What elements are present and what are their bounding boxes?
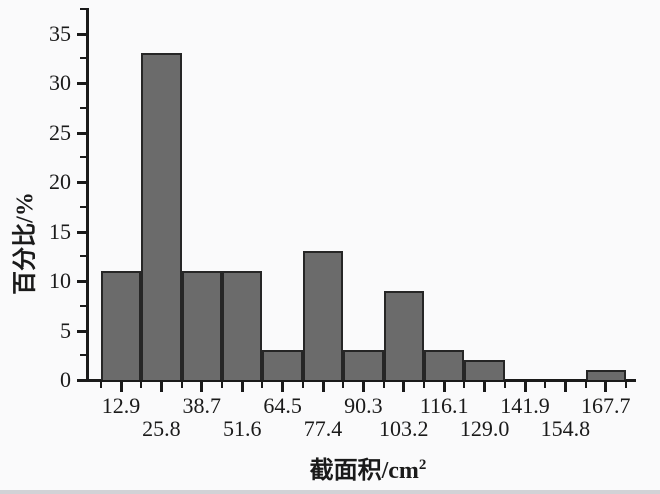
x-minor-tick xyxy=(301,382,304,388)
y-tick xyxy=(77,329,86,333)
bar xyxy=(100,271,142,380)
x-tick xyxy=(281,382,285,392)
y-tick xyxy=(77,280,86,283)
x-tick-label: 51.6 xyxy=(222,416,262,441)
y-tick-label: 25 xyxy=(49,119,71,145)
y-tick-label: 30 xyxy=(49,70,71,95)
x-minor-tick xyxy=(544,382,547,388)
y-tick-label: 0 xyxy=(60,367,71,392)
y-minor-tick xyxy=(80,57,86,60)
y-minor-tick xyxy=(80,156,86,159)
x-tick-label: 141.9 xyxy=(500,393,550,418)
bar xyxy=(222,271,263,380)
x-minor-tick xyxy=(463,382,466,388)
bar xyxy=(141,53,182,380)
x-minor-tick xyxy=(342,382,345,388)
x-minor-tick xyxy=(99,382,102,388)
y-minor-tick xyxy=(80,304,86,307)
y-minor-tick xyxy=(80,205,86,208)
x-tick xyxy=(361,382,365,392)
x-tick-label: 25.8 xyxy=(142,416,181,441)
x-tick xyxy=(159,382,163,392)
y-tick-label: 15 xyxy=(49,218,71,244)
x-tick xyxy=(442,382,446,392)
x-tick xyxy=(563,382,567,392)
y-tick xyxy=(77,181,86,184)
bar xyxy=(585,370,626,380)
x-axis-title: 截面积/cm2 xyxy=(218,450,518,485)
x-tick-label: 64.5 xyxy=(263,393,302,418)
bar xyxy=(464,360,505,380)
scan-edge-artifact xyxy=(0,490,660,494)
y-tick-label: 35 xyxy=(49,20,71,46)
x-tick-label: 167.7 xyxy=(581,393,631,418)
y-tick xyxy=(77,131,86,135)
y-tick-label: 20 xyxy=(49,169,71,194)
x-tick-label: 12.9 xyxy=(101,393,141,418)
x-tick-label: 154.8 xyxy=(540,416,591,441)
bar xyxy=(181,271,222,380)
bar xyxy=(262,350,303,380)
x-tick-label: 116.1 xyxy=(419,393,469,418)
bar xyxy=(424,350,465,380)
x-tick xyxy=(604,382,608,392)
x-axis-title-text: 截面积/cm xyxy=(309,458,419,484)
x-minor-tick xyxy=(382,382,385,388)
x-tick xyxy=(321,382,325,392)
x-axis-title-superscript: 2 xyxy=(418,457,427,473)
x-tick-label: 90.3 xyxy=(344,393,383,418)
y-axis xyxy=(86,8,89,382)
x-minor-tick xyxy=(423,382,425,388)
y-minor-tick xyxy=(80,255,86,258)
bar xyxy=(302,251,344,380)
y-tick xyxy=(77,32,86,36)
y-tick xyxy=(77,379,86,382)
x-minor-tick xyxy=(584,382,587,388)
x-minor-tick xyxy=(625,382,627,388)
y-minor-tick xyxy=(80,106,86,109)
x-minor-tick xyxy=(261,382,264,388)
x-tick-label: 103.2 xyxy=(379,416,429,441)
x-minor-tick xyxy=(503,382,506,388)
x-tick xyxy=(240,382,244,392)
x-tick-label: 38.7 xyxy=(182,393,222,418)
x-tick xyxy=(119,382,123,392)
y-tick-label: 10 xyxy=(49,268,71,293)
x-tick-label: 77.4 xyxy=(303,416,343,441)
y-tick-label: 5 xyxy=(60,317,71,343)
x-tick xyxy=(483,382,487,392)
bar xyxy=(383,290,424,380)
x-tick xyxy=(523,382,527,392)
x-minor-tick xyxy=(180,382,183,388)
y-minor-tick xyxy=(80,354,86,357)
y-minor-tick xyxy=(80,7,86,10)
x-tick xyxy=(200,382,204,392)
x-minor-tick xyxy=(140,382,143,388)
x-axis xyxy=(86,379,636,382)
y-tick xyxy=(77,82,86,85)
x-tick xyxy=(402,382,406,392)
bar xyxy=(343,350,384,380)
x-tick-label: 129.0 xyxy=(459,416,510,441)
y-tick xyxy=(77,230,86,234)
x-minor-tick xyxy=(221,382,223,388)
